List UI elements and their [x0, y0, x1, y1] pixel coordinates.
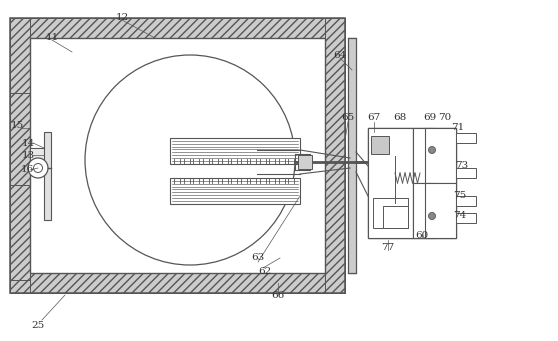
Text: 25: 25 [31, 321, 45, 329]
Text: 67: 67 [367, 114, 381, 122]
Text: 73: 73 [455, 161, 469, 169]
Text: 74: 74 [453, 210, 466, 220]
Circle shape [429, 147, 435, 153]
Bar [413, 183, 433, 238]
Text: 60: 60 [415, 231, 429, 239]
Bar [456, 196, 476, 206]
Bar [425, 183, 456, 238]
Bar [170, 178, 300, 204]
Bar [373, 198, 408, 228]
Bar [413, 128, 433, 183]
Bar [10, 18, 345, 293]
Bar [368, 128, 413, 238]
Bar [425, 128, 456, 183]
Bar [298, 155, 312, 169]
Text: 64: 64 [333, 50, 347, 59]
Circle shape [28, 158, 48, 178]
Bar [371, 136, 389, 154]
Bar [383, 206, 408, 228]
Bar [456, 213, 476, 223]
Text: 65: 65 [341, 114, 355, 122]
Text: 70: 70 [439, 114, 451, 122]
Text: 11: 11 [45, 32, 59, 42]
Text: 77: 77 [381, 243, 395, 252]
Bar [44, 132, 51, 220]
Bar [348, 38, 356, 273]
Text: 15: 15 [11, 121, 23, 131]
Text: 71: 71 [451, 123, 465, 133]
Text: 75: 75 [453, 191, 466, 199]
Bar [456, 168, 476, 178]
Circle shape [429, 212, 435, 220]
Text: 63: 63 [251, 253, 264, 263]
Text: 12: 12 [116, 13, 129, 21]
Bar [30, 38, 325, 273]
Bar [456, 133, 476, 143]
Bar [325, 18, 345, 293]
Bar [10, 273, 345, 293]
Bar [170, 138, 300, 164]
Bar [368, 128, 456, 238]
Bar [30, 148, 45, 160]
Text: 68: 68 [393, 114, 407, 122]
Text: 69: 69 [424, 114, 436, 122]
Bar [10, 18, 345, 38]
Bar [10, 185, 30, 280]
Text: 62: 62 [258, 267, 272, 277]
Bar [10, 18, 30, 293]
Bar [10, 18, 30, 93]
Text: 66: 66 [271, 291, 285, 299]
Text: 14: 14 [21, 138, 35, 148]
Text: 16: 16 [21, 165, 33, 175]
Text: 13: 13 [21, 150, 35, 160]
